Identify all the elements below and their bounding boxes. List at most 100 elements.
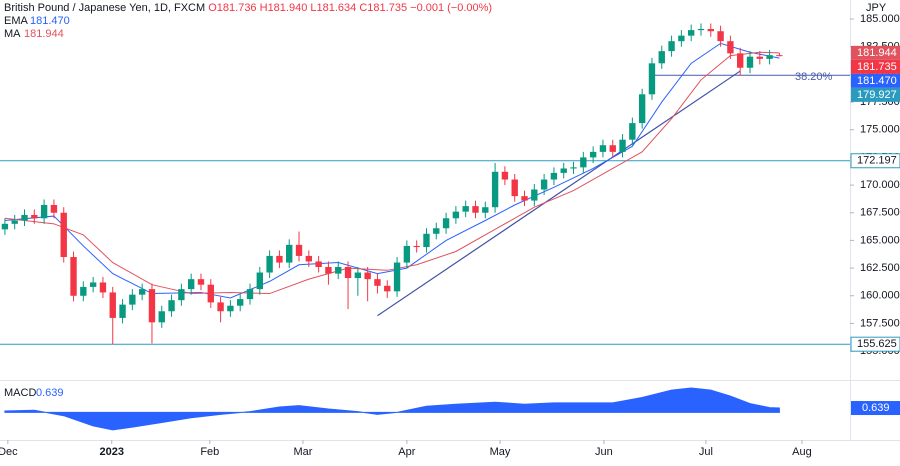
ohlc-change: −0.001 (−0.00%) [410, 2, 492, 14]
candle-body [638, 94, 646, 124]
candle-body [21, 214, 28, 221]
ohlc-close: C181.735 [359, 2, 407, 14]
candle-body [325, 266, 332, 274]
y-tick-label: 162.500 [860, 262, 900, 274]
candle-body [11, 220, 18, 224]
candle-body [237, 299, 244, 306]
y-tick-label: 167.500 [860, 207, 900, 219]
x-tick-label: Feb [200, 446, 219, 458]
indicator-value: 181.470 [30, 15, 70, 27]
indicator-value: 181.944 [24, 28, 64, 40]
x-tick-label: Mar [293, 446, 312, 458]
candle-body [589, 151, 597, 158]
price-tag-bg [851, 87, 900, 102]
candle-body [335, 266, 342, 274]
price-tag-bg [850, 336, 900, 352]
candle-body [423, 233, 430, 248]
candle-body [442, 218, 450, 229]
candle-body [697, 29, 705, 31]
candle-body [511, 179, 518, 197]
candle-body [246, 289, 254, 300]
candle-body [413, 245, 420, 248]
candle-body [295, 244, 303, 256]
price-tag-bg [851, 59, 900, 74]
candle-body [364, 272, 371, 280]
price-tag-bg [851, 45, 900, 60]
price-tag-bg [850, 153, 900, 169]
y-tick-label: 165.000 [860, 234, 900, 246]
candle-body [658, 51, 665, 64]
x-tick-label: May [490, 446, 511, 458]
candle-body [148, 289, 156, 323]
currency: JPY [866, 2, 887, 14]
candle-body [315, 261, 322, 267]
candle-body [384, 285, 391, 292]
candle-body [119, 304, 126, 318]
candle-body [403, 245, 411, 263]
indicator-name: MA [4, 28, 21, 40]
candle-body [305, 255, 313, 262]
candle-body [550, 172, 558, 180]
candle-body [89, 282, 97, 287]
macd-tag: 0.639 [862, 402, 890, 414]
candle-body [717, 31, 724, 42]
candle-body [217, 302, 224, 312]
y-tick-label: 160.000 [860, 290, 900, 302]
macd-area [4, 387, 780, 431]
candle-body [472, 206, 479, 213]
trendline [377, 70, 741, 317]
candle-body [560, 168, 567, 173]
candle-body [344, 266, 352, 279]
x-tick-label: Aug [792, 446, 812, 458]
x-tick-label: Jul [699, 446, 713, 458]
candle-body [129, 294, 136, 305]
candle-body [766, 55, 773, 59]
candle-body [393, 262, 401, 292]
candle-body [197, 279, 205, 285]
price-tag: 181.470 [857, 75, 897, 87]
x-tick-label: Apr [398, 446, 415, 458]
candle-body [158, 311, 165, 323]
candle-body [80, 286, 87, 296]
candle-body [354, 272, 362, 279]
candle-body [707, 29, 714, 32]
candle-body [501, 171, 509, 180]
macd-title: MACD [4, 387, 36, 399]
candle-body [50, 204, 58, 213]
candle-body [256, 272, 263, 290]
price-tag: 181.735 [857, 61, 897, 73]
x-tick-label: Dec [0, 446, 18, 458]
candle-body [168, 300, 175, 312]
candle-body [266, 255, 273, 273]
candle-body [648, 63, 656, 95]
x-tick-label: 2023 [100, 446, 124, 458]
ohlc-open: O181.736 [208, 2, 256, 14]
candle-body [109, 292, 116, 318]
price-tag: 179.927 [857, 89, 897, 101]
candle-body [491, 171, 499, 208]
candle-body [286, 244, 293, 263]
y-tick-label: 185.000 [860, 13, 900, 25]
y-tick-label: 170.000 [860, 179, 900, 191]
candle-body [609, 145, 616, 152]
candle-body [187, 279, 195, 290]
candle-body [207, 284, 214, 303]
candle-body [433, 228, 440, 234]
x-tick-label: Jun [595, 446, 613, 458]
candle-body [668, 41, 675, 52]
candle-body [138, 289, 146, 295]
header: British Pound / Japanese Yen, 1D, FXCM O… [4, 2, 492, 14]
candle-body [31, 214, 38, 219]
candle-body [482, 207, 489, 213]
candle-body [570, 167, 577, 169]
candle-body [1, 223, 9, 230]
candle-body [619, 139, 626, 152]
candle-body [60, 212, 67, 258]
indicator-line [4, 51, 780, 295]
candle-body [178, 289, 185, 301]
ohlc-high: H181.940 [260, 2, 308, 14]
chart-title: British Pound / Japanese Yen, 1D, FXCM [4, 2, 205, 14]
